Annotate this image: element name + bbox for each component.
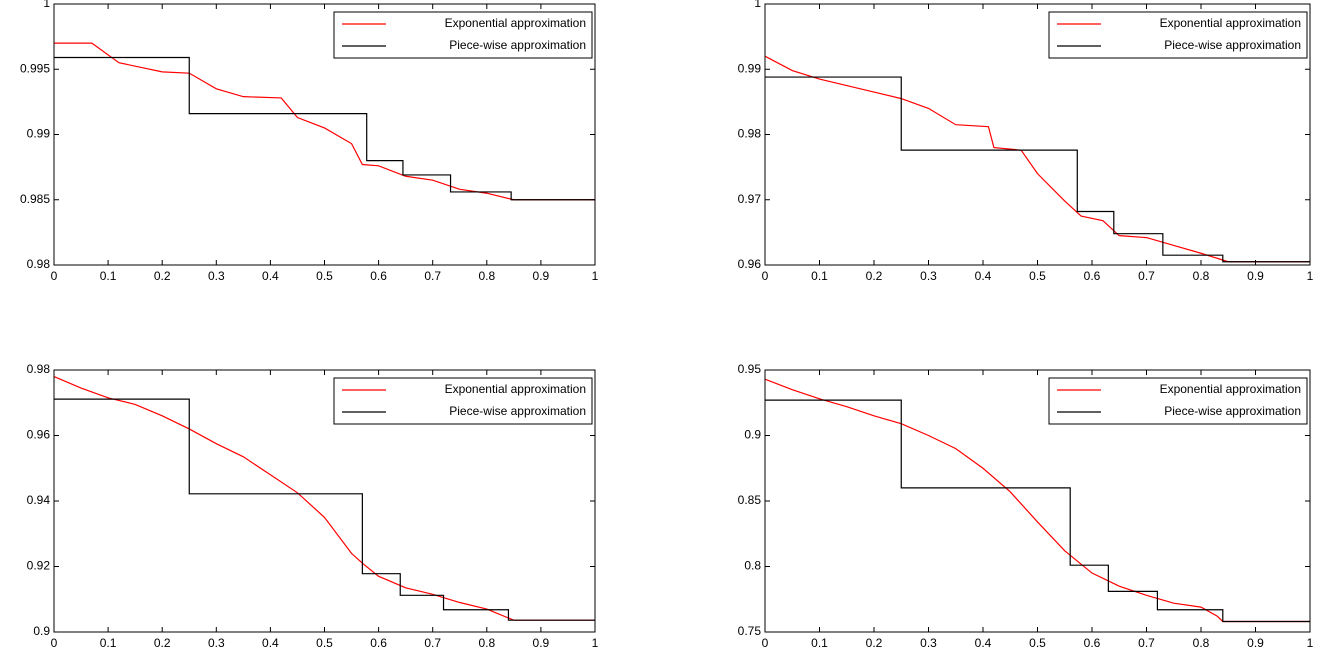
legend-label: Piece-wise approximation — [449, 404, 586, 418]
x-tick-label: 0.4 — [262, 636, 279, 650]
legend: Exponential approximation Piece-wise appr… — [1048, 377, 1308, 425]
legend-label: Exponential approximation — [1160, 16, 1301, 30]
x-tick-label: 0.1 — [811, 269, 828, 283]
legend-box — [333, 11, 593, 59]
legend-label: Exponential approximation — [445, 16, 586, 30]
y-tick-label: 0.96 — [27, 428, 51, 442]
y-tick-label: 0.98 — [27, 257, 51, 271]
x-tick-label: 0.6 — [370, 269, 387, 283]
x-tick-label: 0 — [762, 269, 769, 283]
axes-frame — [53, 3, 596, 266]
x-tick-label: 0.7 — [424, 636, 441, 650]
x-tick-label: 0.1 — [100, 636, 117, 650]
axes-frame — [53, 369, 596, 633]
x-tick-label: 0.3 — [208, 269, 225, 283]
x-tick-label: 0.8 — [1193, 636, 1210, 650]
y-tick-label: 0.99 — [27, 127, 51, 141]
legend: Exponential approximation Piece-wise appr… — [333, 11, 593, 59]
x-tick-label: 0 — [51, 269, 58, 283]
x-tick-label: 0.9 — [533, 636, 550, 650]
x-tick-label: 0.9 — [533, 269, 550, 283]
x-tick-label: 0.5 — [316, 269, 333, 283]
x-tick-label: 0.7 — [1138, 269, 1155, 283]
y-tick-label: 0.98 — [738, 127, 762, 141]
x-tick-label: 0.4 — [975, 636, 992, 650]
y-tick-label: 0.995 — [20, 61, 50, 75]
legend-label: Piece-wise approximation — [449, 38, 586, 52]
x-tick-label: 0 — [762, 636, 769, 650]
x-tick-label: 0.5 — [316, 636, 333, 650]
y-tick-label: 0.9 — [33, 624, 50, 638]
x-tick-label: 0.3 — [208, 636, 225, 650]
x-tick-label: 0.6 — [370, 636, 387, 650]
x-tick-label: 0.6 — [1084, 636, 1101, 650]
y-tick-label: 0.8 — [744, 559, 761, 573]
y-tick-label: 0.95 — [738, 362, 762, 376]
axes-frame — [764, 3, 1311, 266]
legend-box — [333, 377, 593, 425]
series-line — [54, 56, 595, 201]
x-tick-label: 0.7 — [424, 269, 441, 283]
legend: Exponential approximation Piece-wise appr… — [1048, 11, 1308, 59]
x-tick-label: 0.3 — [920, 636, 937, 650]
legend-box — [1048, 377, 1308, 425]
y-tick-label: 0.98 — [27, 362, 51, 376]
axes-frame — [764, 369, 1311, 633]
x-tick-label: 1 — [592, 269, 599, 283]
series-line — [764, 55, 1310, 263]
x-tick-label: 0.6 — [1084, 269, 1101, 283]
x-tick-label: 0.5 — [1029, 636, 1046, 650]
y-tick-label: 0.92 — [27, 559, 51, 573]
y-tick-label: 0.75 — [738, 624, 762, 638]
legend-label: Piece-wise approximation — [1164, 38, 1301, 52]
x-tick-label: 1 — [1307, 636, 1314, 650]
x-tick-label: 1 — [1307, 269, 1314, 283]
x-tick-label: 0.2 — [866, 636, 883, 650]
series-line — [765, 399, 1310, 623]
x-tick-label: 1 — [592, 636, 599, 650]
series-line — [53, 375, 595, 621]
x-tick-label: 0.3 — [920, 269, 937, 283]
y-tick-label: 0.94 — [27, 493, 51, 507]
series-line — [764, 378, 1310, 623]
subplot: 0 0.1 0.2 0.3 0.4 0.5 0.6 0.7 0.8 0.9 1 0.96 0.97 0.9… — [738, 0, 1314, 283]
x-tick-label: 0.1 — [100, 269, 117, 283]
legend-box — [1048, 11, 1308, 59]
y-tick-label: 0.96 — [738, 257, 762, 271]
subplot: 0 0.1 0.2 0.3 0.4 0.5 0.6 0.7 0.8 0.9 1 0.98 0.985 0.… — [20, 0, 599, 283]
legend-label: Exponential approximation — [1160, 382, 1301, 396]
x-tick-label: 0.7 — [1138, 636, 1155, 650]
y-tick-label: 0.97 — [738, 192, 762, 206]
x-tick-label: 0.9 — [1247, 269, 1264, 283]
y-tick-label: 0.9 — [744, 428, 761, 442]
x-tick-label: 0.9 — [1247, 636, 1264, 650]
x-tick-label: 0 — [51, 636, 58, 650]
subplot: 0 0.1 0.2 0.3 0.4 0.5 0.6 0.7 0.8 0.9 1 0.9 0.92 0.94… — [27, 362, 599, 650]
series-line — [54, 398, 595, 621]
subplot: 0 0.1 0.2 0.3 0.4 0.5 0.6 0.7 0.8 0.9 1 0.75 0.8 0.85… — [738, 362, 1314, 650]
series-line — [765, 76, 1310, 263]
x-tick-label: 0.8 — [478, 269, 495, 283]
y-tick-label: 0.99 — [738, 61, 762, 75]
legend: Exponential approximation Piece-wise appr… — [333, 377, 593, 425]
y-tick-label: 1 — [754, 0, 761, 10]
x-tick-label: 0.2 — [866, 269, 883, 283]
x-tick-label: 0.2 — [154, 636, 171, 650]
y-tick-label: 1 — [43, 0, 50, 10]
y-tick-label: 0.85 — [738, 493, 762, 507]
series-line — [54, 42, 595, 201]
x-tick-label: 0.8 — [478, 636, 495, 650]
legend-label: Piece-wise approximation — [1164, 404, 1301, 418]
x-tick-label: 0.5 — [1029, 269, 1046, 283]
y-tick-label: 0.985 — [20, 192, 50, 206]
x-tick-label: 0.2 — [154, 269, 171, 283]
x-tick-label: 0.8 — [1193, 269, 1210, 283]
x-tick-label: 0.4 — [262, 269, 279, 283]
x-tick-label: 0.4 — [975, 269, 992, 283]
legend-label: Exponential approximation — [445, 382, 586, 396]
x-tick-label: 0.1 — [811, 636, 828, 650]
